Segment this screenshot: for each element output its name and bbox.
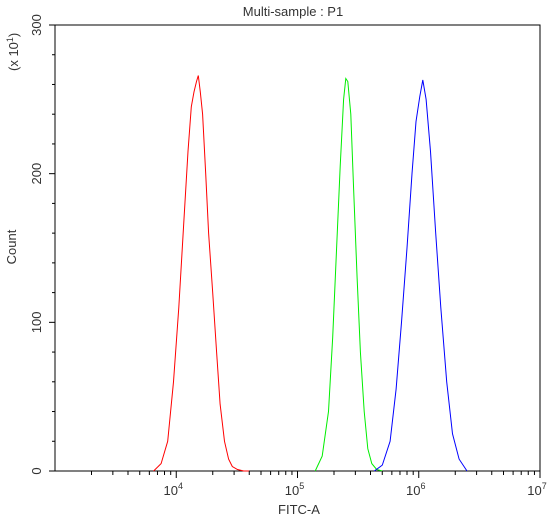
x-axis-label: FITC-A xyxy=(278,502,320,517)
plot-border xyxy=(54,24,541,472)
x-tick-label: 107 xyxy=(527,481,546,498)
y-axis-label: Count xyxy=(4,229,19,264)
y-tick-label: 0 xyxy=(29,467,44,474)
x-tick-base: 10 xyxy=(406,483,420,498)
y-tick-label: 300 xyxy=(29,14,44,36)
x-tick-label: 104 xyxy=(164,481,183,498)
x-tick-exponent: 5 xyxy=(299,481,304,491)
series-line-3 xyxy=(374,79,468,472)
x-tick-label: 106 xyxy=(406,481,425,498)
x-tick-exponent: 6 xyxy=(420,481,425,491)
series-curves xyxy=(153,75,468,472)
y-tick-label: 100 xyxy=(29,311,44,333)
x-tick-exponent: 4 xyxy=(178,481,183,491)
series-line-1 xyxy=(153,75,250,472)
chart-title: Multi-sample : P1 xyxy=(243,4,343,19)
plot-frame xyxy=(54,24,541,472)
y-multiplier-close: ) xyxy=(6,33,21,37)
axis-ticks xyxy=(49,24,541,478)
x-tick-base: 10 xyxy=(164,483,178,498)
x-tick-base: 10 xyxy=(527,483,541,498)
x-tick-label: 105 xyxy=(285,481,304,498)
x-tick-base: 10 xyxy=(285,483,299,498)
y-multiplier-exponent: 1 xyxy=(5,37,15,42)
y-axis-multiplier: (x 101) xyxy=(5,33,21,71)
y-tick-label: 200 xyxy=(29,163,44,185)
series-line-2 xyxy=(314,77,383,472)
y-multiplier-base: (x 10 xyxy=(6,42,21,71)
x-tick-exponent: 7 xyxy=(542,481,547,491)
